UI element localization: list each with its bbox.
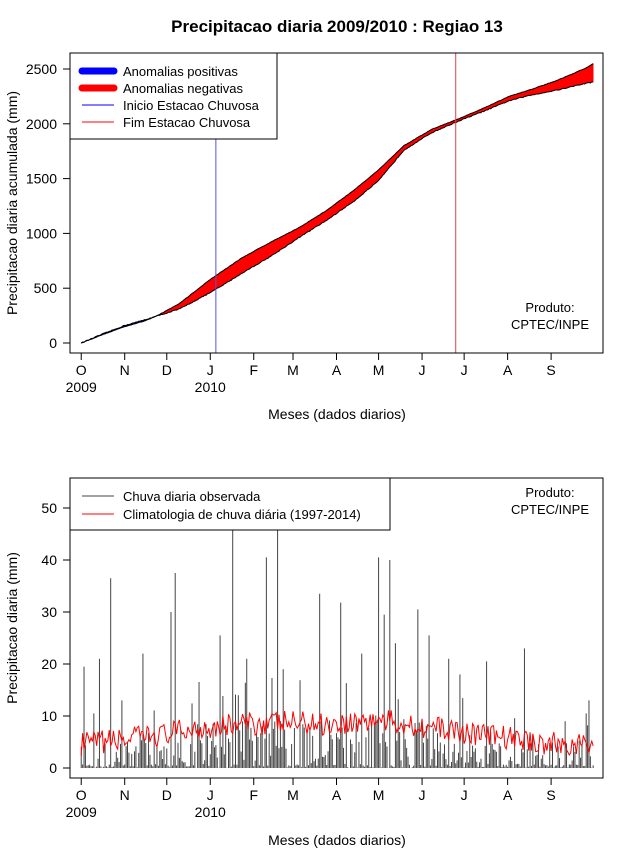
climatology-daily-line bbox=[80, 710, 594, 757]
top-product-label: Produto: bbox=[525, 300, 574, 315]
x-tick-label: N bbox=[120, 362, 130, 378]
chart-title: Precipitacao diaria 2009/2010 : Regiao 1… bbox=[171, 17, 503, 36]
bottom-x-axis: O N D J F M A M J J A S 2009 2010 bbox=[66, 777, 556, 820]
y-tick-label: 40 bbox=[41, 552, 57, 568]
x-tick-label: F bbox=[249, 787, 258, 803]
climatology-line bbox=[80, 710, 594, 757]
bottom-y-axis: 0 10 20 30 40 50 bbox=[41, 500, 71, 776]
legend-climatology-label: Climatologia de chuva diária (1997-2014) bbox=[123, 507, 361, 522]
top-product-source: CPTEC/INPE bbox=[511, 317, 589, 332]
year-label: 2010 bbox=[195, 804, 226, 820]
top-y-axis-label: Precipitacao diaria acumulada (mm) bbox=[4, 91, 20, 315]
y-tick-label: 1500 bbox=[26, 171, 57, 187]
top-x-axis: O N D J F M A M J J A S 2009 2010 bbox=[66, 352, 556, 395]
year-label: 2009 bbox=[66, 804, 97, 820]
observed-cumulative-line bbox=[80, 81, 594, 344]
legend-start-label: Inicio Estacao Chuvosa bbox=[123, 98, 260, 113]
top-legend: Anomalias positivas Anomalias negativas … bbox=[69, 52, 278, 140]
x-tick-label: J bbox=[461, 787, 468, 803]
y-tick-label: 0 bbox=[49, 760, 57, 776]
x-tick-label: F bbox=[249, 362, 258, 378]
legend-positive-label: Anomalias positivas bbox=[123, 64, 238, 79]
x-tick-label: A bbox=[503, 787, 513, 803]
x-tick-label: M bbox=[287, 362, 299, 378]
daily-chart: 0 10 20 30 40 50 O N D J F M A M J J A S 2009 2010 Precipi… bbox=[4, 477, 604, 848]
legend-negative-label: Anomalias negativas bbox=[123, 81, 243, 96]
x-tick-label: J bbox=[419, 787, 426, 803]
x-tick-label: D bbox=[162, 787, 172, 803]
bottom-product-source: CPTEC/INPE bbox=[511, 502, 589, 517]
x-tick-label: J bbox=[461, 362, 468, 378]
negative-anomaly bbox=[591, 63, 594, 83]
x-tick-label: J bbox=[419, 362, 426, 378]
top-x-axis-label: Meses (dados diarios) bbox=[268, 406, 406, 422]
climatology-cumulative-line bbox=[81, 63, 594, 344]
top-y-axis: 0 500 1000 1500 2000 2500 bbox=[26, 61, 71, 351]
y-tick-label: 20 bbox=[41, 656, 57, 672]
x-tick-label: S bbox=[546, 787, 555, 803]
y-tick-label: 10 bbox=[41, 708, 57, 724]
top-legend-box bbox=[69, 52, 278, 140]
y-tick-label: 1000 bbox=[26, 225, 57, 241]
x-tick-label: A bbox=[503, 362, 513, 378]
x-tick-label: J bbox=[207, 362, 214, 378]
cumulative-lines bbox=[80, 63, 594, 344]
y-tick-label: 500 bbox=[34, 280, 58, 296]
bottom-legend: Chuva diaria observada Climatologia de c… bbox=[69, 477, 391, 531]
x-tick-label: A bbox=[332, 362, 342, 378]
bottom-x-axis-label: Meses (dados diarios) bbox=[268, 832, 406, 848]
daily-bars bbox=[80, 482, 594, 768]
x-tick-label: M bbox=[373, 787, 385, 803]
year-label: 2010 bbox=[195, 379, 226, 395]
y-tick-label: 30 bbox=[41, 604, 57, 620]
cumulative-chart: 0 500 1000 1500 2000 2500 O N D J F M A M J J A S 2009 201… bbox=[4, 52, 604, 422]
y-tick-label: 50 bbox=[41, 500, 57, 516]
x-tick-label: O bbox=[76, 362, 87, 378]
x-tick-label: O bbox=[76, 787, 87, 803]
x-tick-label: D bbox=[162, 362, 172, 378]
x-tick-label: M bbox=[287, 787, 299, 803]
year-label: 2009 bbox=[66, 379, 97, 395]
legend-end-label: Fim Estacao Chuvosa bbox=[123, 115, 251, 130]
bottom-y-axis-label: Precipitacao diaria (mm) bbox=[4, 552, 20, 704]
legend-observed-label: Chuva diaria observada bbox=[123, 489, 261, 504]
x-tick-label: N bbox=[120, 787, 130, 803]
y-tick-label: 2500 bbox=[26, 61, 57, 77]
x-tick-label: J bbox=[207, 787, 214, 803]
y-tick-label: 2000 bbox=[26, 116, 57, 132]
bottom-legend-box bbox=[69, 477, 391, 531]
x-tick-label: A bbox=[332, 787, 342, 803]
bottom-product-label: Produto: bbox=[525, 485, 574, 500]
x-tick-label: S bbox=[546, 362, 555, 378]
y-tick-label: 0 bbox=[49, 335, 57, 351]
x-tick-label: M bbox=[373, 362, 385, 378]
